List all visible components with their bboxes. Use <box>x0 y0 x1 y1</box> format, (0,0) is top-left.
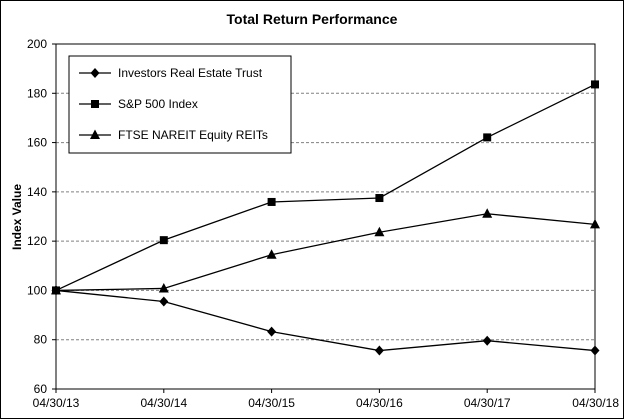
data-point <box>266 249 277 259</box>
data-point <box>374 226 385 237</box>
series-line-2 <box>55 213 596 292</box>
x-tick-label: 04/30/16 <box>356 396 403 410</box>
y-tick-label: 140 <box>27 185 47 199</box>
y-axis-label: Index Value <box>10 184 24 250</box>
series-lines <box>51 80 600 356</box>
series-line-1 <box>55 83 596 292</box>
chart-title: Total Return Performance <box>227 11 398 27</box>
data-point <box>374 345 384 356</box>
data-point <box>159 236 168 245</box>
data-point <box>267 197 276 206</box>
plot-area-border <box>55 43 596 390</box>
data-point <box>590 218 600 229</box>
data-point <box>375 194 384 203</box>
legend-label: Investors Real Estate Trust <box>118 66 263 80</box>
legend: Investors Real Estate Trust S&P 500 Index… <box>68 55 292 154</box>
x-tick-label: 04/30/17 <box>464 396 511 410</box>
legend-marker <box>90 129 100 139</box>
data-point <box>591 80 599 89</box>
data-point <box>482 335 492 346</box>
y-tick-label: 180 <box>27 86 47 100</box>
series-line-0 <box>55 289 596 352</box>
x-tick-label: 04/30/13 <box>33 396 80 410</box>
y-tick-label: 160 <box>27 136 47 150</box>
legend-label: S&P 500 Index <box>118 97 198 111</box>
y-tick-label: 100 <box>27 283 47 297</box>
x-tick-label: 04/30/14 <box>140 396 187 410</box>
legend-marker <box>90 68 100 78</box>
data-point <box>159 296 169 307</box>
legend-marker <box>91 100 99 108</box>
data-point <box>267 326 277 337</box>
data-point <box>483 133 492 142</box>
y-tick-label: 80 <box>34 333 48 347</box>
data-point <box>158 282 169 293</box>
x-tick-label: 04/30/18 <box>572 396 619 410</box>
axes: 60 80 100 120 140 160 180 200 04/30/13 04/30/14 04… <box>27 37 619 410</box>
y-tick-label: 60 <box>34 382 48 396</box>
legend-label: FTSE NAREIT Equity REITs <box>118 128 268 142</box>
y-tick-label: 200 <box>27 37 47 51</box>
data-point <box>482 208 493 218</box>
y-tick-label: 120 <box>27 234 47 248</box>
x-tick-label: 04/30/15 <box>248 396 295 410</box>
data-point <box>590 345 600 356</box>
data-point <box>51 284 61 295</box>
